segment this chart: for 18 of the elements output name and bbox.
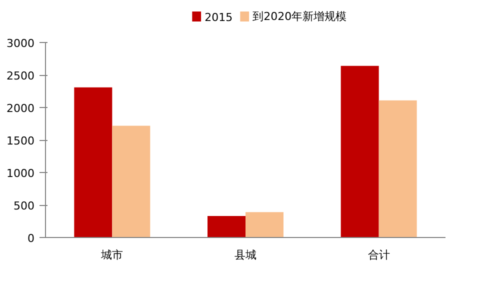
bar — [74, 87, 112, 238]
bar — [246, 212, 284, 238]
x-tick-label: 城市 — [100, 248, 124, 262]
legend-label: 2015 — [204, 11, 233, 24]
bar — [378, 100, 417, 238]
x-tick-label: 合计 — [368, 248, 390, 262]
bar — [208, 216, 246, 238]
x-tick-label: 县城 — [234, 248, 256, 262]
y-tick-label: 1500 — [6, 134, 35, 148]
legend-label: 到2020年新增规模 — [252, 10, 347, 23]
y-tick-label: 3000 — [6, 37, 35, 50]
y-tick-label: 1000 — [6, 167, 35, 180]
y-tick-label: 500 — [14, 200, 35, 212]
bar — [112, 126, 150, 238]
y-tick-label: 2500 — [6, 70, 35, 82]
bar — [340, 66, 379, 238]
y-tick-label: 0 — [28, 232, 34, 245]
y-tick-label: 2000 — [6, 102, 35, 115]
